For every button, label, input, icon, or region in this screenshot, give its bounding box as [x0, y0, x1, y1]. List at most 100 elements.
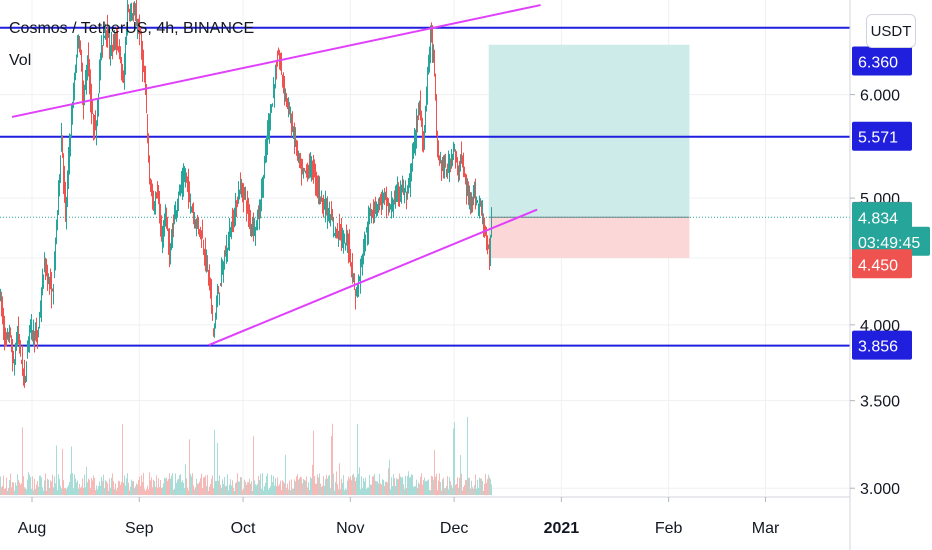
candle-body [478, 205, 479, 207]
candle-body [62, 135, 63, 158]
volume-bar [404, 489, 405, 495]
volume-bar [293, 488, 294, 495]
volume-bar [483, 490, 484, 495]
volume-bar [461, 473, 462, 495]
candle-body [99, 67, 100, 88]
volume-bar [72, 473, 73, 495]
candle-body [273, 86, 274, 96]
candle-body [310, 159, 311, 168]
candle-body [73, 89, 74, 100]
candle-body [18, 324, 19, 341]
volume-bar [435, 476, 436, 495]
volume-bar [290, 490, 291, 495]
candle-body [194, 218, 195, 222]
candle-body [248, 205, 249, 219]
candle-body [141, 37, 142, 52]
volume-bar [356, 477, 357, 495]
volume-bar [357, 423, 358, 495]
candle-body [282, 74, 283, 83]
volume-bar [428, 479, 429, 495]
volume-bar [437, 490, 438, 495]
volume-bar [255, 484, 256, 495]
currency-button[interactable]: USDT [866, 14, 916, 48]
candle-body [63, 155, 64, 184]
candle-body [42, 278, 43, 294]
candle-body [424, 126, 425, 144]
candle-body [238, 190, 239, 200]
candle-body [395, 192, 396, 204]
volume-bar [115, 483, 116, 495]
volume-bar [33, 490, 34, 495]
volume-bar [135, 486, 136, 495]
volume-bar [248, 482, 249, 495]
volume-bar [74, 474, 75, 495]
candle-body [200, 227, 201, 229]
volume-bar [116, 490, 117, 495]
volume-bar [162, 487, 163, 495]
candle-body [317, 182, 318, 191]
volume-bar [38, 486, 39, 495]
volume-bar [366, 489, 367, 495]
volume-bar [144, 489, 145, 495]
volume-bar [477, 479, 478, 495]
candle-body [416, 118, 417, 139]
volume-bar [154, 481, 155, 495]
candle-body [335, 227, 336, 229]
candle-body [261, 185, 262, 204]
candle-body [447, 163, 448, 172]
candle-body [337, 226, 338, 235]
candle-body [265, 147, 266, 158]
candle-body [69, 144, 70, 164]
volume-bar [133, 480, 134, 495]
volume-bar [345, 488, 346, 495]
candle-body [347, 236, 348, 244]
candle-body [240, 179, 241, 185]
volume-bar [131, 479, 132, 495]
candle-body [157, 188, 158, 191]
volume-bar [243, 488, 244, 495]
volume-bar [485, 473, 486, 495]
volume-bar [363, 478, 364, 495]
candle-body [234, 211, 235, 222]
candle-body [80, 42, 81, 53]
candle-body [346, 234, 347, 236]
volume-bar [137, 484, 138, 495]
candle-body [401, 189, 402, 195]
candle-body [177, 202, 178, 211]
volume-bar [142, 481, 143, 495]
volume-bar [75, 478, 76, 495]
candle-body [442, 161, 443, 163]
volume-bar [134, 488, 135, 495]
volume-bar [387, 482, 388, 495]
volume-bar [470, 488, 471, 495]
volume-bar [267, 473, 268, 495]
volume-bar [211, 478, 212, 495]
candle-body [469, 193, 470, 199]
volume-bar [333, 473, 334, 495]
candle-body [193, 211, 194, 215]
x-tick-label: Mar [752, 520, 780, 537]
candle-body [411, 163, 412, 179]
volume-bar [284, 483, 285, 495]
volume-bar [179, 475, 180, 495]
candle-body [319, 186, 320, 195]
candle-body [6, 339, 7, 341]
volume-bar [287, 483, 288, 495]
candle-body [149, 162, 150, 180]
volume-bar [365, 477, 366, 495]
symbol-title: Cosmos / TetherUS, 4h, BINANCE [9, 20, 255, 37]
volume-bar [101, 476, 102, 495]
volume-bar [93, 475, 94, 495]
candle-body [181, 180, 182, 189]
candle-body [145, 76, 146, 92]
candle-body [12, 343, 13, 368]
volume-bar [465, 479, 466, 495]
volume-bar [383, 480, 384, 495]
candle-body [272, 103, 273, 105]
volume-bar [160, 480, 161, 495]
candle-body [307, 169, 308, 179]
candle-body [156, 195, 157, 198]
candle-body [438, 146, 439, 160]
volume-bar [186, 478, 187, 495]
